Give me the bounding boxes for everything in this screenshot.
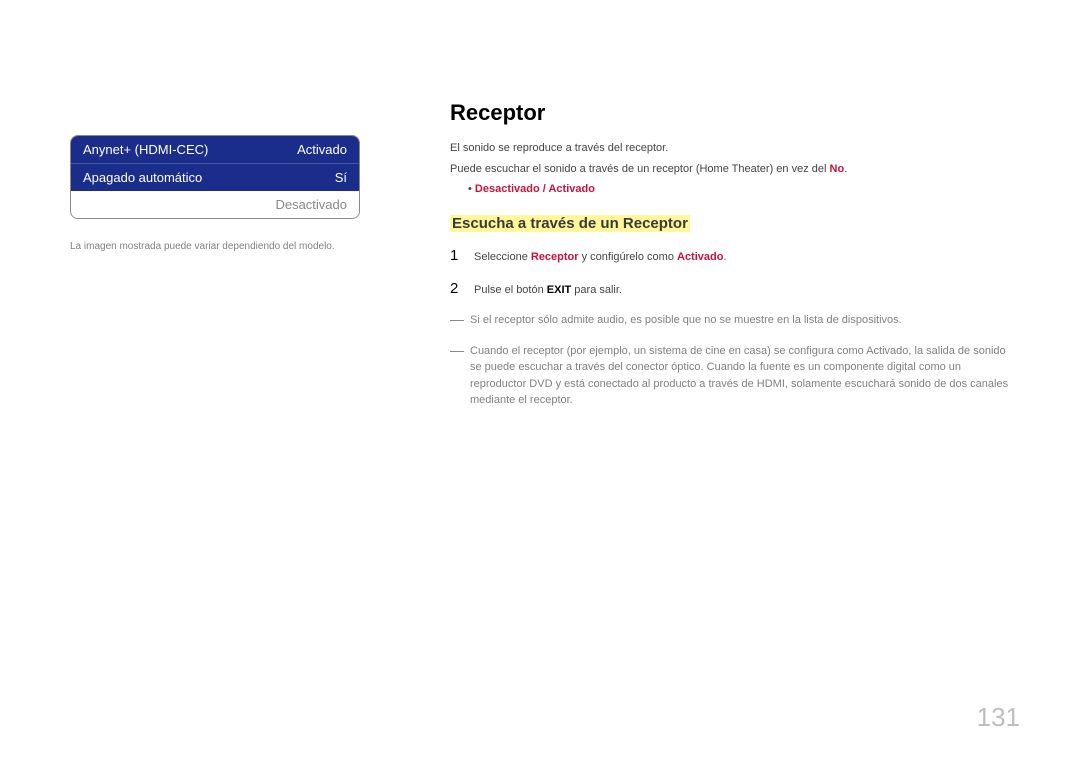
- step-2: 2 Pulse el botón EXIT para salir.: [450, 280, 1010, 299]
- step-text-mid: y configúrelo como: [579, 251, 677, 263]
- dash-icon: ―: [450, 343, 464, 409]
- menu-row-value: Activado: [297, 142, 347, 157]
- footnote-text: Si el receptor sólo admite audio, es pos…: [470, 312, 902, 329]
- left-column: Anynet+ (HDMI-CEC) Activado Apagado auto…: [70, 135, 360, 252]
- step-text: Pulse el botón EXIT para salir.: [474, 282, 622, 299]
- right-column: Receptor El sonido se reproduce a través…: [450, 100, 1010, 409]
- footnote-text: Cuando el receptor (por ejemplo, un sist…: [470, 343, 1010, 409]
- intro-line-2-post: .: [844, 163, 847, 175]
- step-text-bold: EXIT: [547, 284, 571, 296]
- menu-row-label: Apagado automático: [83, 170, 202, 185]
- subheading-wrap: Escucha a través de un Receptor: [450, 215, 1010, 233]
- step-text-post: para salir.: [571, 284, 622, 296]
- step-text-post: .: [723, 251, 726, 263]
- step-number: 2: [450, 280, 474, 297]
- menu-row-value: Sí: [335, 170, 347, 185]
- intro-line-2: Puede escuchar el sonido a través de un …: [450, 161, 1010, 178]
- footnote-1: ― Si el receptor sólo admite audio, es p…: [450, 312, 1010, 329]
- menu-row-receiver: Desactivado: [71, 191, 359, 218]
- document-page: Anynet+ (HDMI-CEC) Activado Apagado auto…: [0, 0, 1080, 763]
- options-bullet: • Desactivado / Activado: [468, 183, 1010, 195]
- bullet-dot-icon: •: [468, 183, 475, 195]
- step-number: 1: [450, 247, 474, 264]
- footnote-2: ― Cuando el receptor (por ejemplo, un si…: [450, 343, 1010, 409]
- step-1: 1 Seleccione Receptor y configúrelo como…: [450, 247, 1010, 266]
- menu-row-value: Desactivado: [275, 197, 347, 212]
- image-disclaimer: La imagen mostrada puede variar dependie…: [70, 241, 360, 252]
- intro-line-2-pre: Puede escuchar el sonido a través de un …: [450, 163, 830, 175]
- step-text: Seleccione Receptor y configúrelo como A…: [474, 249, 727, 266]
- page-number: 131: [977, 702, 1020, 733]
- dash-icon: ―: [450, 312, 464, 329]
- options-text: Desactivado / Activado: [475, 183, 595, 195]
- section-title: Receptor: [450, 100, 1010, 126]
- step-text-red: Activado: [677, 251, 723, 263]
- step-text-pre: Seleccione: [474, 251, 531, 263]
- menu-row-auto-off: Apagado automático Sí: [71, 163, 359, 191]
- intro-line-1: El sonido se reproduce a través del rece…: [450, 140, 1010, 157]
- menu-row-label: Anynet+ (HDMI-CEC): [83, 142, 208, 157]
- subheading: Escucha a través de un Receptor: [450, 215, 690, 232]
- step-text-red: Receptor: [531, 251, 579, 263]
- menu-row-anynet: Anynet+ (HDMI-CEC) Activado: [71, 136, 359, 163]
- step-text-pre: Pulse el botón: [474, 284, 547, 296]
- settings-menu: Anynet+ (HDMI-CEC) Activado Apagado auto…: [70, 135, 360, 219]
- intro-line-2-red: No: [830, 163, 845, 175]
